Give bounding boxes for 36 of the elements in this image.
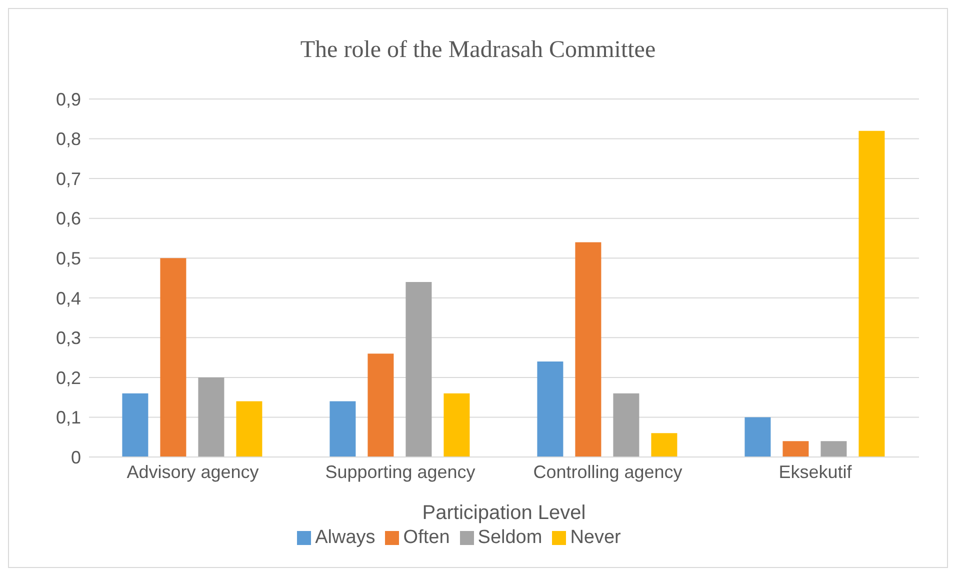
- y-tick-label: 0,3: [56, 328, 81, 348]
- bar: [444, 393, 470, 457]
- bar: [122, 393, 148, 457]
- y-tick-label: 0,9: [56, 89, 81, 110]
- y-tick-label: 0,6: [56, 208, 81, 229]
- bar: [198, 377, 224, 457]
- bar: [613, 393, 640, 457]
- bar: [820, 441, 847, 457]
- x-tick-label: Advisory agency: [126, 462, 259, 482]
- bar: [368, 354, 394, 457]
- legend-label: Seldom: [478, 527, 542, 548]
- y-tick-label: 0,8: [56, 129, 81, 150]
- x-axis-title: Participation Level: [422, 502, 586, 524]
- x-tick-label: Eksekutif: [778, 462, 853, 482]
- bar: [651, 433, 678, 457]
- y-tick-label: 0,5: [56, 248, 81, 268]
- y-tick-label: 0,1: [56, 408, 81, 428]
- legend-label: Always: [315, 527, 376, 548]
- bar: [858, 130, 885, 457]
- y-tick-label: 0,2: [56, 368, 81, 388]
- bar: [575, 242, 602, 457]
- bar: [782, 441, 809, 457]
- x-tick-label: Supporting agency: [325, 462, 476, 482]
- y-tick-label: 0,7: [56, 168, 81, 189]
- bar: [236, 401, 262, 457]
- x-tick-label: Controlling agency: [533, 462, 682, 482]
- bar: [406, 282, 432, 457]
- y-tick-label: 0: [70, 447, 81, 468]
- bar: [537, 362, 564, 457]
- y-tick-label: 0,4: [56, 288, 81, 308]
- legend-label: Never: [570, 527, 621, 548]
- legend-label: Often: [403, 527, 450, 548]
- bar: [330, 401, 356, 457]
- bar: [160, 258, 186, 457]
- bar: [744, 417, 771, 457]
- chart-title: The role of the Madrasah Committee: [299, 37, 657, 64]
